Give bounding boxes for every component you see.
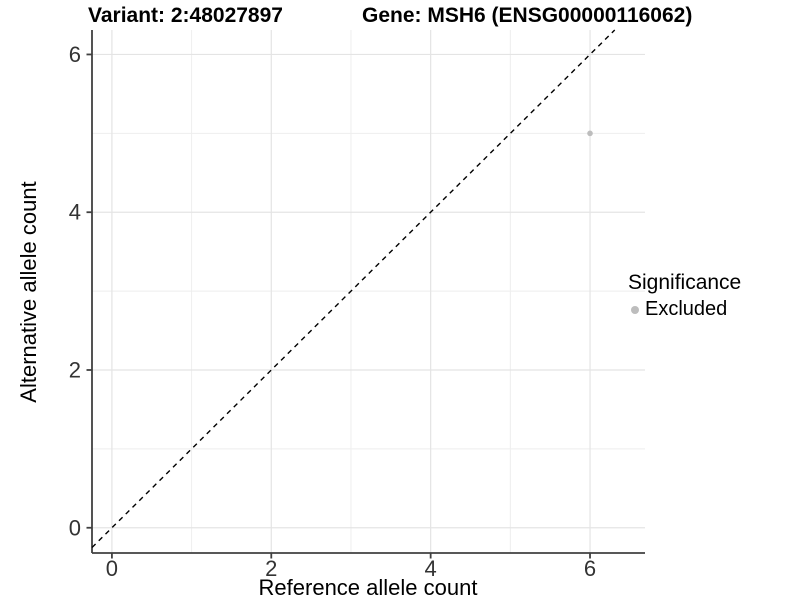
identity-line [91, 29, 616, 548]
x-tick-label: 6 [584, 556, 596, 581]
y-tick-label: 6 [69, 42, 81, 67]
y-tick-label: 2 [69, 357, 81, 382]
x-tick-label: 0 [106, 556, 118, 581]
legend-item-label: Excluded [645, 298, 728, 320]
y-tick-label: 0 [69, 515, 81, 540]
plot-title-variant: Variant: 2:48027897 [88, 4, 283, 27]
legend: Significance Excluded [628, 271, 741, 321]
legend-item-excluded: Excluded [628, 298, 741, 321]
y-tick-label: 4 [69, 200, 81, 225]
excluded-point-icon [631, 305, 639, 314]
x-tick-label: 4 [425, 556, 437, 581]
plot-title-gene: Gene: MSH6 (ENSG00000116062) [362, 4, 693, 27]
x-axis-title: Reference allele count [258, 575, 478, 600]
y-axis-title: Alternative allele count [16, 181, 41, 403]
data-point-excluded [587, 130, 593, 137]
legend-title: Significance [628, 271, 742, 294]
x-tick-label: 2 [265, 556, 277, 581]
